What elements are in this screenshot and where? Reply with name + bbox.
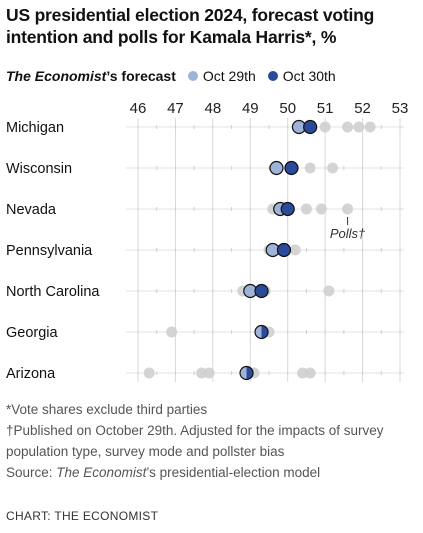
legend-label-oct30: Oct 30th [282, 68, 336, 84]
forecast-dot-oct29 [240, 366, 247, 380]
footnote-source: Source: The Economist’s presidential-ele… [6, 462, 416, 483]
forecast-dot-oct30 [284, 160, 299, 176]
legend-item-oct29: Oct 29th [187, 68, 256, 84]
x-tick-label: 50 [279, 100, 296, 117]
state-label: Pennsylvania [6, 243, 93, 259]
footnote-third-parties: *Vote shares exclude third parties [6, 402, 208, 417]
poll-dot [342, 203, 354, 215]
dot-plot: 46 47 48 49 50 51 52 53 Michigan Wisconsin Nevada P… [6, 100, 409, 382]
state-label: Wisconsin [6, 161, 72, 177]
poll-dot [342, 121, 354, 133]
forecast-dot-oct30 [261, 325, 269, 339]
forecast-dot-outline [254, 324, 269, 340]
poll-dot [166, 326, 178, 338]
x-tick-label: 46 [130, 100, 147, 117]
legend-item-oct30: Oct 30th [267, 68, 336, 84]
legend-swatch-oct30 [267, 71, 278, 81]
poll-dot [300, 203, 312, 215]
footnote-polls: †Published on October 29th. Adjusted for… [6, 423, 384, 459]
forecast-dot-outline [239, 365, 254, 381]
source-prefix: Source: [6, 465, 57, 480]
poll-dot [304, 367, 316, 379]
x-tick-label: 53 [392, 100, 409, 117]
legend-forecast-label: The Economist’s forecast [6, 68, 176, 84]
x-tick-label: 52 [354, 100, 371, 117]
poll-dot [364, 121, 376, 133]
poll-dot [353, 121, 365, 133]
legend-swatch-oct29 [187, 71, 198, 81]
x-tick-label: 48 [205, 100, 222, 117]
poll-dot [289, 244, 301, 256]
state-label: Georgia [6, 325, 59, 341]
state-label: Arizona [6, 366, 56, 382]
poll-dot [315, 203, 327, 215]
state-label: Nevada [6, 202, 57, 218]
x-tick-label: 47 [167, 100, 184, 117]
poll-dot [143, 367, 155, 379]
forecast-dot-oct30 [303, 119, 318, 135]
footnotes: *Vote shares exclude third parties †Publ… [6, 399, 416, 483]
forecast-dot-oct29 [255, 325, 262, 339]
poll-dot [327, 162, 339, 174]
forecast-dot-oct30 [276, 242, 292, 258]
forecast-dot-oct29 [269, 160, 284, 176]
chart-title: US presidential election 2024, forecast … [6, 5, 375, 47]
source-rest: ’s presidential-election model [146, 465, 321, 480]
legend-forecast-italic: The Economist [6, 68, 107, 84]
poll-dot [304, 162, 316, 174]
source-italic: The Economist [56, 465, 147, 480]
poll-dot [323, 285, 335, 297]
x-tick-label: 51 [317, 100, 334, 117]
polls-annotation: Polls† [330, 226, 366, 241]
forecast-dot-oct30 [280, 201, 295, 217]
state-label: Michigan [6, 120, 64, 136]
legend: The Economist’s forecast Oct 29th Oct 30… [6, 68, 336, 84]
legend-label-oct29: Oct 29th [202, 68, 256, 84]
poll-dot [203, 367, 215, 379]
legend-forecast-rest: ’s forecast [106, 68, 176, 84]
poll-dot [319, 121, 331, 133]
state-label: North Carolina [6, 284, 100, 300]
forecast-dot-oct30 [246, 366, 254, 380]
x-tick-label: 49 [242, 100, 259, 117]
chart-credit: CHART: THE ECONOMIST [6, 509, 159, 523]
forecast-dot-oct30 [254, 283, 269, 299]
